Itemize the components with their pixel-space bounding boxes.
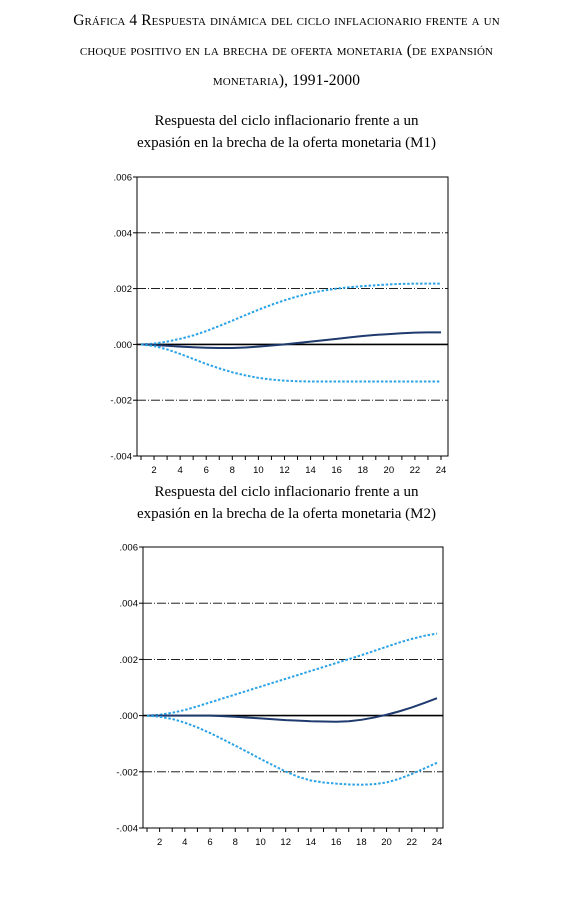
x-tick-label: 24 (432, 837, 443, 848)
x-tick-label: 6 (204, 465, 209, 476)
x-tick-label: 12 (279, 465, 290, 476)
figure-title-line-2: choque positivo en la brecha de oferta m… (79, 42, 494, 59)
figure-title-line-3: monetaria), 1991-2000 (212, 72, 361, 89)
x-tick-label: 20 (384, 465, 395, 476)
x-tick-label: 12 (280, 837, 291, 848)
chart-m2-title-line-2: expasión en la brecha de la oferta monet… (136, 506, 437, 522)
y-tick-label: .006 (120, 543, 139, 554)
response-line (140, 331, 441, 350)
lower-band-line (140, 343, 441, 383)
y-tick-label: .002 (120, 655, 139, 666)
x-tick-label: 10 (253, 465, 264, 476)
x-tick-label: 8 (233, 837, 238, 848)
y-tick-label: .004 (120, 599, 139, 610)
lower-band-line (146, 714, 438, 786)
x-tick-label: 10 (255, 837, 266, 848)
response-line (147, 697, 438, 723)
x-tick-label: 18 (356, 837, 367, 848)
x-tick-label: 4 (182, 837, 187, 848)
x-tick-label: 16 (331, 837, 342, 848)
x-tick-label: 14 (305, 465, 316, 476)
y-tick-label: -.004 (110, 452, 132, 463)
chart-m2-title: Respuesta del ciclo inflacionario frente… (0, 481, 573, 525)
y-tick-label: -.004 (116, 824, 138, 835)
chart-m1-title: Respuesta del ciclo inflacionario frente… (0, 110, 573, 154)
plot-frame (136, 176, 449, 457)
chart-m1-title-line-1: Respuesta del ciclo inflacionario frente… (154, 113, 419, 129)
y-tick-label: .000 (120, 711, 139, 722)
upper-band-line (140, 282, 441, 346)
y-tick-label: -.002 (116, 767, 138, 778)
chart-m1-title-line-2: expasión en la brecha de la oferta monet… (136, 135, 437, 151)
y-tick-label: -.002 (110, 396, 132, 407)
figure-title: Gráfica 4 Respuesta dinámica del ciclo i… (0, 6, 573, 96)
y-tick-label: .000 (114, 340, 133, 351)
x-tick-label: 18 (357, 465, 368, 476)
x-tick-label: 16 (331, 465, 342, 476)
upper-band-line (146, 632, 438, 717)
y-tick-label: .002 (114, 284, 133, 295)
x-tick-label: 24 (436, 465, 447, 476)
x-tick-label: 2 (151, 465, 156, 476)
x-tick-label: 4 (177, 465, 182, 476)
x-tick-label: 20 (381, 837, 392, 848)
x-tick-label: 22 (406, 837, 417, 848)
x-tick-label: 14 (306, 837, 317, 848)
x-tick-label: 8 (230, 465, 235, 476)
chart-m2-title-line-1: Respuesta del ciclo inflacionario frente… (154, 484, 419, 500)
figure-title-line-1: Gráfica 4 Respuesta dinámica del ciclo i… (73, 12, 500, 29)
y-tick-label: .004 (114, 228, 133, 239)
x-tick-label: 22 (410, 465, 421, 476)
plot-frame (142, 546, 444, 829)
x-tick-label: 2 (157, 837, 162, 848)
y-tick-label: .006 (114, 173, 133, 184)
x-tick-label: 6 (207, 837, 212, 848)
